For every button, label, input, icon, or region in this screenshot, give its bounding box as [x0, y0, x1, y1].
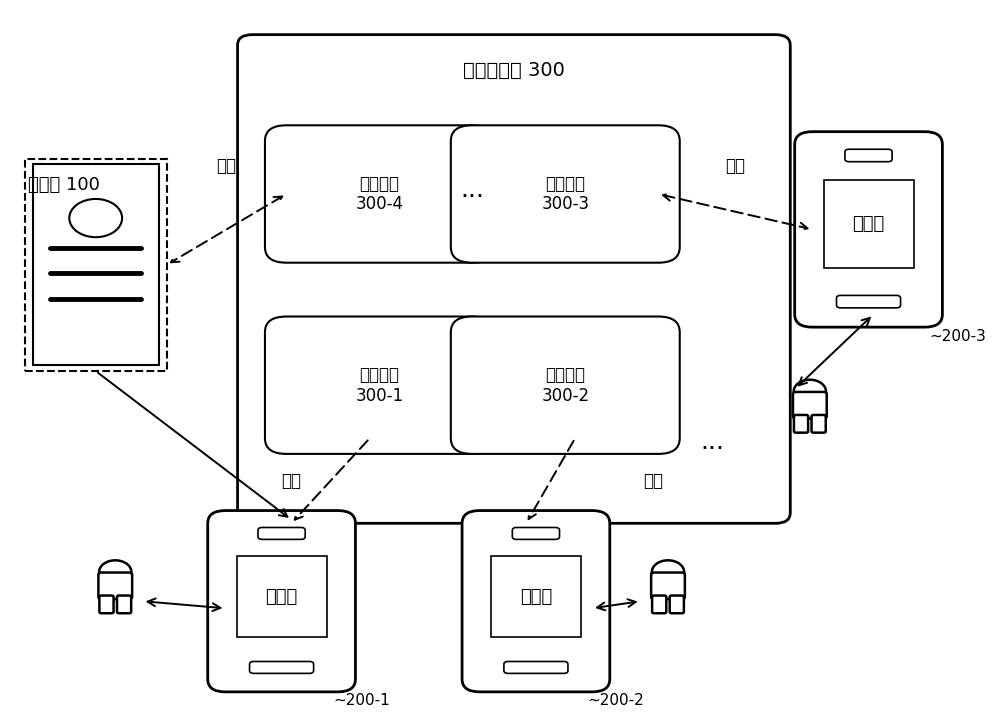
FancyBboxPatch shape: [258, 528, 305, 539]
Text: ~200-1: ~200-1: [333, 694, 390, 709]
Text: 共识节点
300-1: 共识节点 300-1: [355, 366, 403, 405]
FancyBboxPatch shape: [265, 317, 494, 454]
Text: 共识节点
300-3: 共识节点 300-3: [541, 174, 589, 213]
Text: 映射: 映射: [281, 472, 301, 490]
FancyBboxPatch shape: [652, 596, 666, 613]
FancyBboxPatch shape: [451, 317, 680, 454]
FancyBboxPatch shape: [237, 556, 327, 637]
Text: 客户端: 客户端: [852, 215, 885, 233]
Text: 映射: 映射: [725, 157, 745, 174]
FancyBboxPatch shape: [795, 132, 942, 327]
Text: 区块链网络 300: 区块链网络 300: [463, 61, 565, 79]
FancyBboxPatch shape: [265, 125, 494, 262]
FancyBboxPatch shape: [491, 556, 581, 637]
Text: 共识节点
300-4: 共识节点 300-4: [355, 174, 403, 213]
FancyBboxPatch shape: [794, 415, 808, 433]
Text: 映射: 映射: [217, 157, 237, 174]
FancyBboxPatch shape: [33, 164, 159, 365]
Text: 服务器 100: 服务器 100: [28, 177, 100, 194]
Text: 客户端: 客户端: [520, 588, 552, 606]
FancyBboxPatch shape: [98, 573, 132, 599]
FancyBboxPatch shape: [845, 149, 892, 162]
FancyBboxPatch shape: [670, 596, 684, 613]
FancyBboxPatch shape: [824, 180, 914, 269]
FancyBboxPatch shape: [451, 125, 680, 262]
FancyBboxPatch shape: [117, 596, 131, 613]
FancyBboxPatch shape: [25, 159, 167, 371]
FancyBboxPatch shape: [250, 661, 314, 674]
Text: ...: ...: [460, 179, 484, 202]
FancyBboxPatch shape: [238, 34, 790, 523]
Text: ...: ...: [700, 430, 724, 454]
Text: ~200-2: ~200-2: [587, 694, 644, 709]
FancyBboxPatch shape: [793, 392, 827, 418]
Text: 客户端: 客户端: [265, 588, 298, 606]
FancyBboxPatch shape: [99, 596, 114, 613]
FancyBboxPatch shape: [208, 511, 355, 692]
Text: ~200-3: ~200-3: [930, 329, 987, 343]
Text: 共识节点
300-2: 共识节点 300-2: [541, 366, 589, 405]
FancyBboxPatch shape: [836, 295, 901, 308]
FancyBboxPatch shape: [512, 528, 560, 539]
Text: 映射: 映射: [643, 472, 663, 490]
FancyBboxPatch shape: [462, 511, 610, 692]
FancyBboxPatch shape: [504, 661, 568, 674]
FancyBboxPatch shape: [812, 415, 826, 433]
FancyBboxPatch shape: [651, 573, 685, 599]
